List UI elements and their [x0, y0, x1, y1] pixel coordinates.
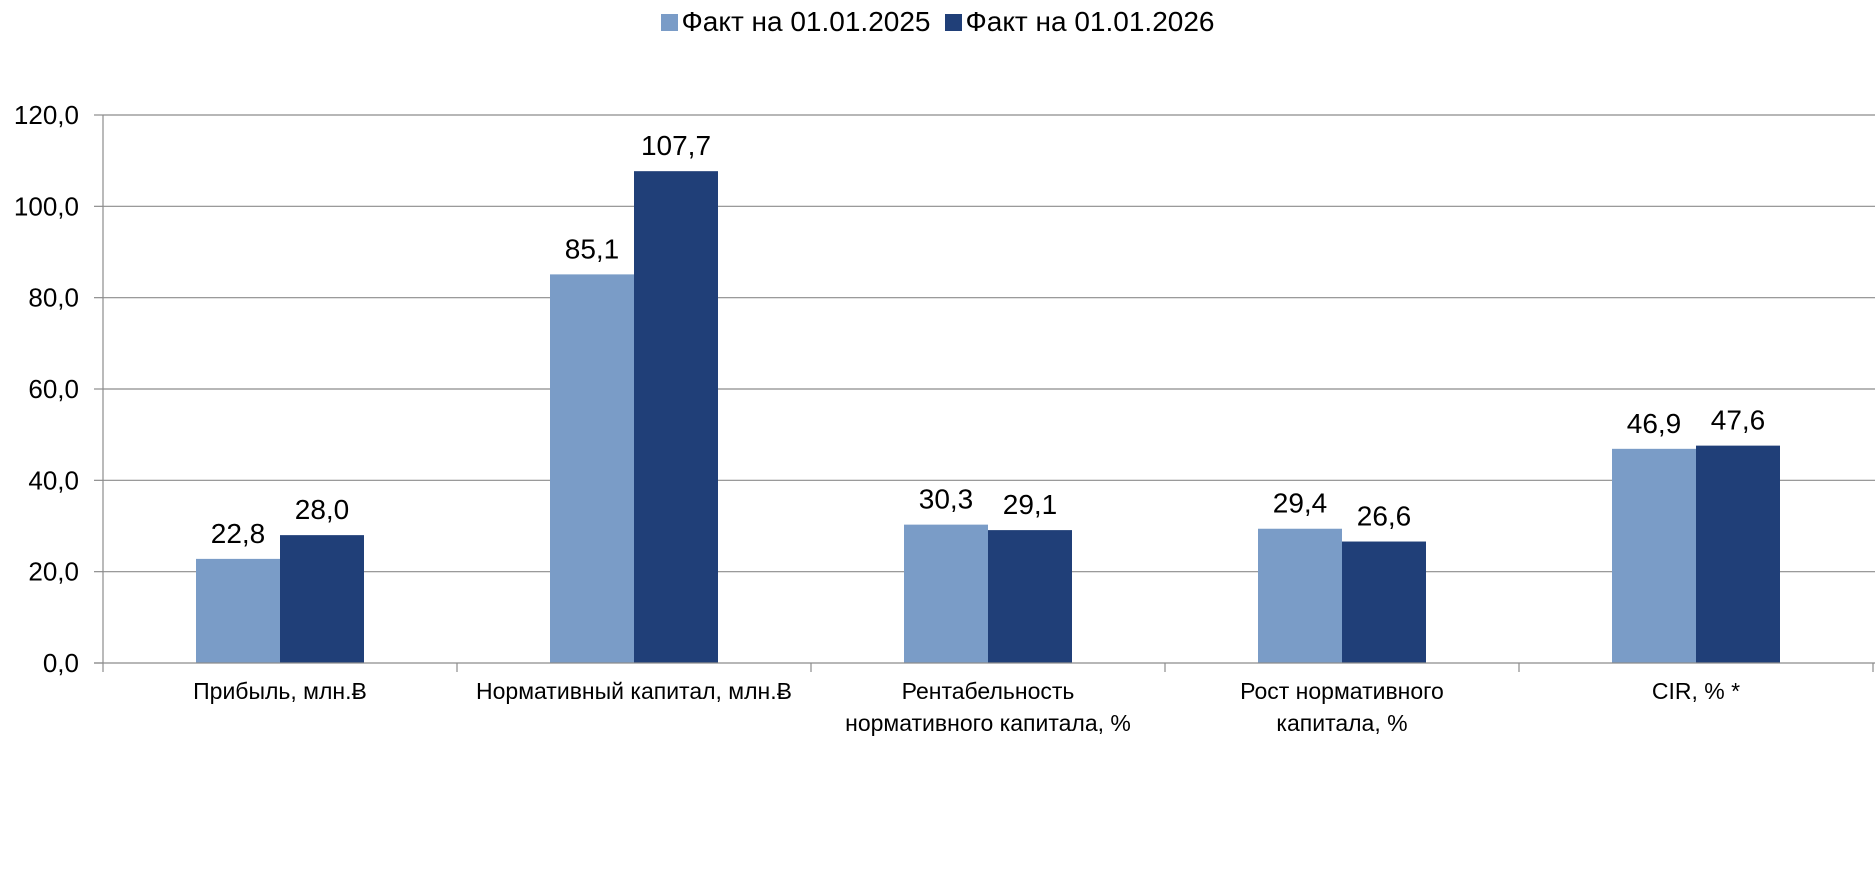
data-label: 29,1 — [1003, 489, 1058, 520]
y-tick-label: 60,0 — [28, 374, 79, 404]
chart-legend: Факт на 01.01.2025 Факт на 01.01.2026 — [0, 6, 1875, 38]
y-tick-label: 40,0 — [28, 465, 79, 495]
legend-swatch-series-2 — [944, 13, 962, 31]
x-category-label: Прибыль, млн.Ƀ — [193, 678, 367, 704]
y-tick-label: 100,0 — [14, 191, 79, 221]
bar-series-1 — [550, 274, 634, 663]
bar-series-2 — [280, 535, 364, 663]
data-label: 47,6 — [1711, 405, 1766, 436]
legend-item-series-1: Факт на 01.01.2025 — [660, 6, 931, 38]
legend-swatch-series-1 — [660, 13, 678, 31]
x-category-label: CIR, % * — [1652, 678, 1740, 704]
data-label: 26,6 — [1357, 501, 1412, 532]
bar-series-1 — [1258, 528, 1342, 663]
data-label: 30,3 — [919, 484, 974, 515]
y-tick-label: 20,0 — [28, 557, 79, 587]
legend-label-series-2: Факт на 01.01.2026 — [965, 6, 1215, 37]
legend-label-series-1: Факт на 01.01.2025 — [681, 6, 931, 37]
bar-series-2 — [988, 530, 1072, 663]
bar-series-1 — [196, 558, 280, 663]
bar-series-2 — [1696, 445, 1780, 663]
data-label: 22,8 — [211, 518, 266, 549]
bar-series-1 — [1612, 448, 1696, 663]
data-label: 107,7 — [641, 130, 711, 161]
data-label: 29,4 — [1273, 488, 1328, 519]
bar-series-2 — [1342, 541, 1426, 663]
bar-series-2 — [634, 171, 718, 664]
x-category-label: Рост нормативного капитала, % — [1240, 678, 1444, 736]
x-category-label: Нормативный капитал, млн.Ƀ — [476, 678, 792, 704]
data-label: 85,1 — [565, 233, 620, 264]
y-tick-label: 0,0 — [43, 648, 79, 678]
x-category-label: Рентабельность нормативного капитала, % — [845, 678, 1131, 736]
legend-item-series-2: Факт на 01.01.2026 — [944, 6, 1215, 38]
y-tick-label: 80,0 — [28, 283, 79, 313]
data-label: 46,9 — [1627, 408, 1682, 439]
data-label: 28,0 — [295, 494, 350, 525]
bar-series-1 — [904, 524, 988, 663]
y-tick-label: 120,0 — [14, 100, 79, 130]
